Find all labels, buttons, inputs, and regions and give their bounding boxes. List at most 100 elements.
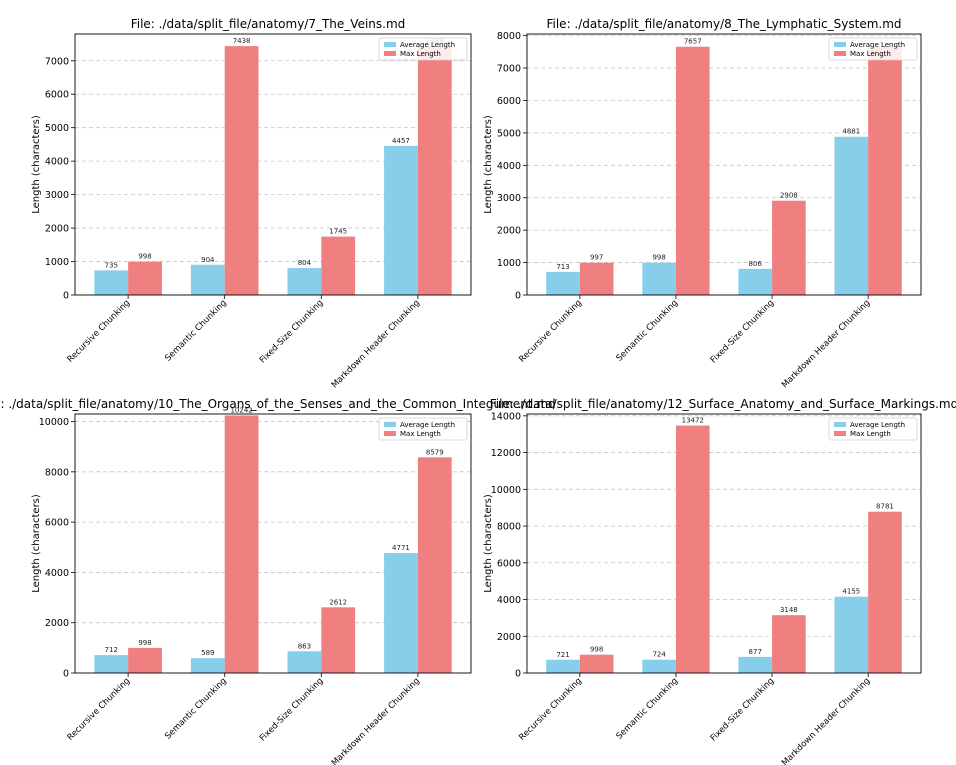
bar-value-label: 7657 <box>684 38 702 46</box>
bar-value-label: 712 <box>105 646 118 654</box>
y-tick-label: 1000 <box>497 258 521 269</box>
y-tick-label: 0 <box>63 669 69 680</box>
chart-title: File: ./data/split_file/anatomy/10_The_O… <box>0 397 556 411</box>
bar-value-label: 2612 <box>329 598 347 606</box>
avg-length-bar <box>834 596 869 673</box>
y-axis-label: Length (characters) <box>31 115 42 214</box>
legend-label: Max Length <box>400 50 441 58</box>
max-length-bar <box>224 415 259 673</box>
y-tick-label: 4000 <box>45 157 69 168</box>
bar-value-label: 998 <box>590 646 603 654</box>
bar-value-label: 8781 <box>876 503 894 511</box>
legend-label: Average Length <box>400 421 455 429</box>
avg-length-bar <box>287 651 322 673</box>
bar-value-label: 4155 <box>842 588 860 596</box>
max-length-bar <box>772 615 806 673</box>
plot-frame <box>74 413 472 674</box>
bar-value-label: 721 <box>556 651 569 659</box>
legend-label: Average Length <box>850 421 905 429</box>
avg-length-bar <box>546 271 580 295</box>
avg-length-bar <box>738 656 773 673</box>
bar-value-label: 724 <box>652 651 666 659</box>
y-axis-label: Length (characters) <box>483 494 494 593</box>
bar-value-label: 997 <box>590 254 603 262</box>
max-length-bar <box>417 457 452 673</box>
bar-value-label: 13472 <box>682 417 704 425</box>
y-tick-label: 3000 <box>497 193 521 204</box>
bar-value-label: 589 <box>201 649 214 657</box>
y-tick-label: 6000 <box>45 90 69 101</box>
bar-value-label: 806 <box>749 260 763 268</box>
y-tick-label: 8000 <box>497 522 521 533</box>
y-tick-label: 12000 <box>491 448 521 459</box>
y-tick-label: 10000 <box>39 417 69 428</box>
bar-value-label: 4457 <box>392 137 410 145</box>
max-length-bar <box>675 425 710 673</box>
y-tick-label: 2000 <box>45 224 69 235</box>
avg-length-bar <box>642 262 676 295</box>
bar-value-label: 713 <box>556 263 569 271</box>
avg-length-bar <box>384 145 418 295</box>
legend-label: Average Length <box>400 41 455 49</box>
chart-title: File: ./data/split_file/anatomy/7_The_Ve… <box>131 17 406 31</box>
y-tick-label: 7000 <box>497 64 521 75</box>
legend-swatch-max <box>384 51 396 56</box>
y-tick-label: 0 <box>515 291 521 302</box>
max-length-bar <box>868 511 902 673</box>
bar-value-label: 4771 <box>392 544 410 552</box>
y-tick-label: 3000 <box>45 190 69 201</box>
max-length-bar <box>579 262 614 295</box>
bar-value-label: 904 <box>201 256 215 264</box>
chart-title: File: ./data/split_file/anatomy/12_Surfa… <box>490 397 956 411</box>
max-length-bar <box>579 654 614 673</box>
y-tick-label: 2000 <box>45 618 69 629</box>
y-tick-label: 5000 <box>45 123 69 134</box>
plot-frame <box>526 33 922 296</box>
avg-length-bar <box>190 264 225 295</box>
chart-title: File: ./data/split_file/anatomy/8_The_Ly… <box>546 17 901 31</box>
legend-box <box>378 417 468 441</box>
bar-value-label: 998 <box>138 639 151 647</box>
bar-value-label: 2908 <box>780 192 798 200</box>
y-tick-label: 1000 <box>45 257 69 268</box>
y-axis-label: Length (characters) <box>483 115 494 214</box>
legend-swatch-max <box>834 51 846 56</box>
max-length-bar <box>321 607 356 673</box>
legend-label: Max Length <box>850 50 891 58</box>
y-tick-label: 6000 <box>45 518 69 529</box>
bar-value-label: 10242 <box>230 406 252 414</box>
legend-swatch-avg <box>834 42 846 47</box>
bar-value-label: 1745 <box>329 228 347 236</box>
max-length-bar <box>772 200 806 295</box>
max-length-bar <box>868 46 902 295</box>
avg-length-bar <box>546 659 580 673</box>
y-tick-label: 0 <box>515 669 521 680</box>
plot-frame <box>74 33 472 296</box>
y-tick-label: 0 <box>63 291 69 302</box>
legend-label: Max Length <box>400 430 441 438</box>
max-length-bar <box>417 46 452 296</box>
bar-value-label: 877 <box>749 648 762 656</box>
max-length-bar <box>128 647 162 673</box>
max-length-bar <box>128 261 162 295</box>
y-axis-label: Length (characters) <box>31 494 42 593</box>
max-length-bar <box>321 236 356 295</box>
legend-box <box>828 417 918 441</box>
avg-length-bar <box>287 268 322 295</box>
bar-value-label: 804 <box>298 259 312 267</box>
y-tick-label: 10000 <box>491 485 521 496</box>
plot-frame <box>526 413 922 674</box>
bar-value-label: 863 <box>298 642 311 650</box>
bar-value-label: 735 <box>105 261 118 269</box>
legend-swatch-avg <box>384 422 396 427</box>
y-tick-label: 8000 <box>497 31 521 42</box>
avg-length-bar <box>190 658 225 673</box>
y-tick-label: 4000 <box>45 568 69 579</box>
legend-box <box>828 37 918 61</box>
